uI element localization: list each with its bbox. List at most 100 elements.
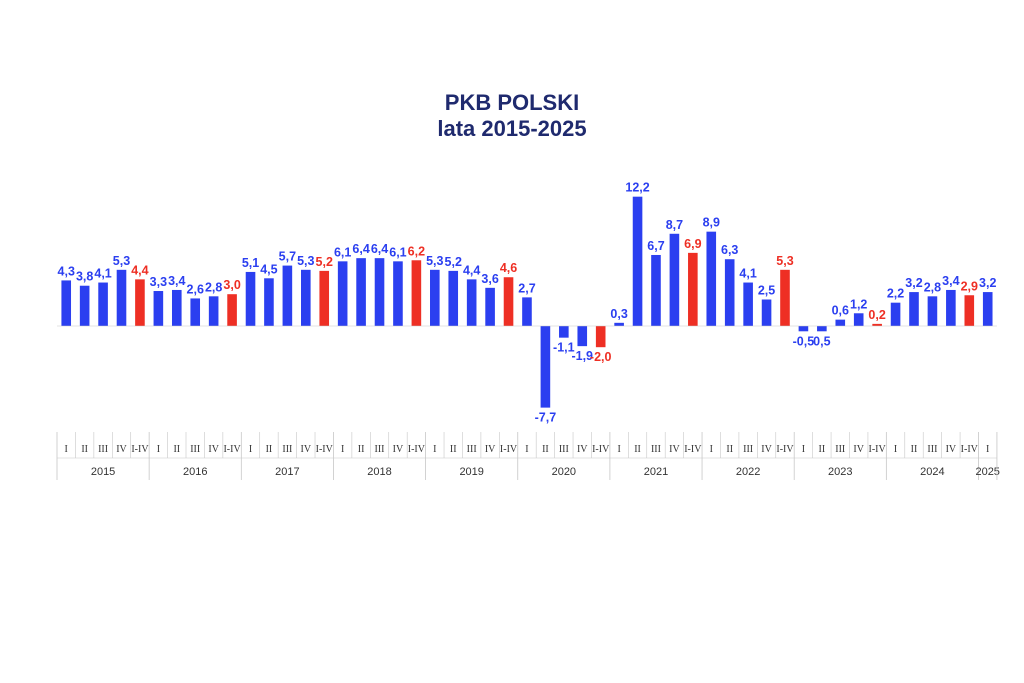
- period-label-2020-III: III: [559, 444, 569, 455]
- period-label-2016-I-IV: I-IV: [223, 444, 241, 455]
- bar-2016-II: [171, 289, 182, 326]
- period-label-2015-II: II: [81, 444, 88, 455]
- value-label-2020-I: 2,7: [518, 281, 535, 295]
- value-label-2015-IV: 5,3: [113, 254, 130, 268]
- value-label-2018-I-IV: 6,2: [408, 244, 425, 258]
- period-label-2017-I: I: [249, 444, 252, 455]
- bar-2022-I: [706, 231, 717, 326]
- value-label-2017-II: 4,5: [260, 262, 277, 276]
- year-label-2019: 2019: [459, 466, 483, 478]
- period-label-2023-I-IV: I-IV: [869, 444, 887, 455]
- value-label-2020-IV: -1,9: [571, 349, 593, 363]
- period-label-2015-I: I: [65, 444, 68, 455]
- year-label-2017: 2017: [275, 466, 299, 478]
- value-label-2022-III: 4,1: [739, 267, 756, 281]
- bar-2016-I-IV: [227, 294, 237, 326]
- period-label-2016-III: III: [190, 444, 200, 455]
- bar-2016-IV: [208, 296, 219, 326]
- value-label-2022-I-IV: 5,3: [776, 254, 793, 268]
- period-label-2022-IV: IV: [761, 444, 772, 455]
- year-label-2020: 2020: [552, 466, 576, 478]
- period-label-2022-I-IV: I-IV: [776, 444, 794, 455]
- bar-2023-IV: [853, 313, 864, 326]
- period-label-2024-I: I: [894, 444, 897, 455]
- bar-2018-III: [374, 258, 385, 326]
- bar-2023-II: [817, 326, 827, 332]
- value-label-2023-I-IV: 0,2: [868, 308, 885, 322]
- year-label-2016: 2016: [183, 466, 207, 478]
- value-label-2022-IV: 2,5: [758, 284, 775, 298]
- period-label-2016-IV: IV: [208, 444, 219, 455]
- bar-2017-IV: [301, 269, 311, 326]
- period-label-2022-II: II: [726, 444, 733, 455]
- period-label-2024-IV: IV: [946, 444, 957, 455]
- period-label-2021-IV: IV: [669, 444, 680, 455]
- bar-2020-I-IV: [595, 326, 606, 348]
- year-label-2022: 2022: [736, 466, 760, 478]
- bar-2024-IV: [946, 289, 956, 326]
- bar-2022-IV: [761, 299, 772, 326]
- year-label-2021: 2021: [644, 466, 668, 478]
- period-label-2020-I: I: [525, 444, 528, 455]
- period-label-2023-IV: IV: [853, 444, 864, 455]
- value-label-2019-II: 5,2: [445, 255, 462, 269]
- value-label-2023-I: -0,5: [793, 334, 815, 348]
- bar-2023-III: [835, 319, 846, 326]
- value-label-2021-I: 0,3: [610, 307, 627, 321]
- bar-2021-II: [632, 196, 643, 326]
- value-label-2017-I: 5,1: [242, 256, 259, 270]
- value-label-2022-II: 6,3: [721, 243, 738, 257]
- value-label-2018-III: 6,4: [371, 242, 388, 256]
- period-label-2021-III: III: [651, 444, 661, 455]
- value-label-2021-I-IV: 6,9: [684, 237, 701, 251]
- period-label-2021-I: I: [617, 444, 620, 455]
- value-label-2019-I-IV: 4,6: [500, 261, 517, 275]
- bar-2020-I: [522, 297, 532, 326]
- period-label-2017-II: II: [266, 444, 273, 455]
- value-label-2023-II: 0,5: [813, 334, 830, 348]
- chart-title: PKB POLSKI: [444, 90, 580, 115]
- value-label-2020-III: -1,1: [553, 341, 575, 355]
- bar-2024-II: [909, 292, 919, 326]
- value-label-2016-III: 2,6: [187, 282, 204, 296]
- period-label-2020-II: II: [542, 444, 549, 455]
- bar-2015-I-IV: [135, 279, 145, 326]
- value-label-2015-III: 4,1: [94, 267, 111, 281]
- value-label-2021-II: 12,2: [625, 181, 649, 195]
- bar-2018-I: [337, 261, 348, 326]
- bar-2023-I-IV: [872, 323, 882, 326]
- period-label-2018-III: III: [375, 444, 385, 455]
- value-label-2015-I-IV: 4,4: [131, 263, 148, 277]
- bar-2017-I-IV: [319, 270, 330, 326]
- period-label-2018-IV: IV: [393, 444, 404, 455]
- bar-2019-IV: [485, 287, 495, 326]
- period-label-2018-I: I: [341, 444, 344, 455]
- period-label-2021-I-IV: I-IV: [684, 444, 702, 455]
- bar-2025-I: [982, 292, 993, 326]
- bar-2016-I: [153, 291, 164, 326]
- bar-2024-I: [890, 302, 901, 326]
- bar-2021-III: [651, 254, 661, 326]
- value-label-2023-III: 0,6: [832, 304, 849, 318]
- period-label-2018-I-IV: I-IV: [408, 444, 426, 455]
- period-label-2023-II: II: [819, 444, 826, 455]
- bar-2019-I: [430, 269, 440, 326]
- bar-2016-III: [190, 298, 201, 326]
- period-label-2015-I-IV: I-IV: [131, 444, 149, 455]
- bar-2023-I: [798, 326, 809, 332]
- period-label-2020-I-IV: I-IV: [592, 444, 610, 455]
- value-label-2016-I: 3,3: [150, 275, 167, 289]
- value-label-2015-I: 4,3: [58, 264, 75, 278]
- value-label-2024-I-IV: 2,9: [961, 279, 978, 293]
- period-label-2019-III: III: [467, 444, 477, 455]
- bar-2020-IV: [577, 326, 588, 347]
- value-label-2016-IV: 2,8: [205, 280, 222, 294]
- value-label-2019-I: 5,3: [426, 254, 443, 268]
- value-label-2024-III: 2,8: [924, 280, 941, 294]
- value-label-2020-II: -7,7: [535, 411, 557, 425]
- value-label-2018-I: 6,1: [334, 245, 351, 259]
- period-label-2023-III: III: [835, 444, 845, 455]
- chart-subtitle: lata 2015-2025: [437, 116, 587, 141]
- bar-2021-I: [614, 322, 624, 326]
